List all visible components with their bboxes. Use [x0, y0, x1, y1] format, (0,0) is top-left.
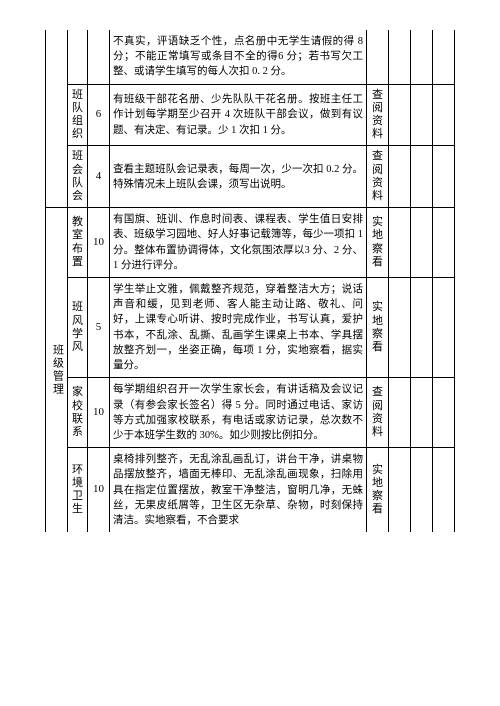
- blank-b-1: [411, 84, 433, 146]
- check-0: [367, 30, 389, 84]
- score-5: 10: [88, 378, 110, 448]
- score-0: [88, 30, 110, 84]
- sub-cat-5: 家校联系: [68, 378, 88, 448]
- main-cat-cell-upper: [46, 30, 68, 84]
- desc-1: 有班级干部花名册、少先队队干花名册。按班主任工作计划每学期至少召开 4 次班队干…: [110, 84, 367, 146]
- main-cat-cell-upper3: [46, 146, 68, 208]
- check-1: 查阅资料: [367, 84, 389, 146]
- sub-cat-3: 教室布置: [68, 208, 88, 278]
- blank-a-6: [389, 448, 411, 533]
- blank-c-6: [433, 448, 455, 533]
- blank-a-1: [389, 84, 411, 146]
- check-5: 查阅资料: [367, 378, 389, 448]
- check-6: 实地察看: [367, 448, 389, 533]
- check-2: 查阅资料: [367, 146, 389, 208]
- desc-2: 查看主题班队会记录表，每周一次，少一次扣 0.2 分。特殊情况未上班队会课，须写…: [110, 146, 367, 208]
- blank-b-2: [411, 146, 433, 208]
- check-4: 实地察看: [367, 278, 389, 378]
- desc-6: 桌椅排列整齐，无乱涂乱画乱订，讲台干净，讲桌物品摆放整齐，墙面无棒印、无乱涂乱画…: [110, 448, 367, 533]
- desc-0: 不真实，评语缺乏个性，点名册中无学生请假的得 8 分；不能正常填写或条目不全的得…: [110, 30, 367, 84]
- blank-a-2: [389, 146, 411, 208]
- score-4: 5: [88, 278, 110, 378]
- sub-cat-1: 班队组织: [68, 84, 88, 146]
- blank-b-3: [411, 208, 433, 278]
- blank-c-3: [433, 208, 455, 278]
- main-category: 班级管理: [46, 208, 68, 533]
- blank-b-0: [411, 30, 433, 84]
- blank-a-5: [389, 378, 411, 448]
- desc-3: 有国旗、班训、作息时间表、课程表、学生值日安排表、班级学习园地、好人好事记载簿等…: [110, 208, 367, 278]
- score-1: 6: [88, 84, 110, 146]
- blank-b-4: [411, 278, 433, 378]
- check-3: 实地察看: [367, 208, 389, 278]
- sub-cat-6: 环境卫生: [68, 448, 88, 533]
- blank-a-3: [389, 208, 411, 278]
- blank-c-5: [433, 378, 455, 448]
- score-3: 10: [88, 208, 110, 278]
- sub-cat-2: 班会队会: [68, 146, 88, 208]
- blank-b-5: [411, 378, 433, 448]
- blank-c-4: [433, 278, 455, 378]
- desc-4: 学生举止文雅，佩戴整齐规范，穿着整洁大方；说话声音和缓，见到老师、客人能主动让路…: [110, 278, 367, 378]
- main-cat-cell-upper2: [46, 84, 68, 146]
- blank-a-0: [389, 30, 411, 84]
- sub-cat-0: [68, 30, 88, 84]
- blank-c-1: [433, 84, 455, 146]
- blank-b-6: [411, 448, 433, 533]
- score-6: 10: [88, 448, 110, 533]
- score-2: 4: [88, 146, 110, 208]
- desc-5: 每学期组织召开一次学生家长会，有讲话稿及会议记录（有参会家长签名）得 5 分。同…: [110, 378, 367, 448]
- evaluation-table: 不真实，评语缺乏个性，点名册中无学生请假的得 8 分；不能正常填写或条目不全的得…: [45, 30, 455, 532]
- blank-a-4: [389, 278, 411, 378]
- blank-c-0: [433, 30, 455, 84]
- sub-cat-4: 班风学风: [68, 278, 88, 378]
- blank-c-2: [433, 146, 455, 208]
